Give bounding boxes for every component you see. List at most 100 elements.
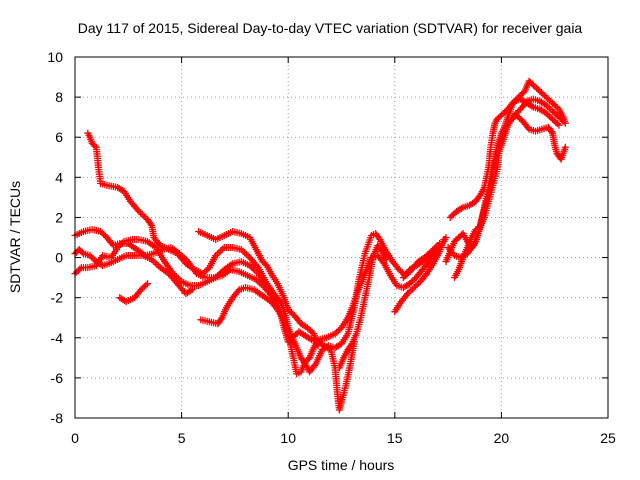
- data-point: [537, 89, 545, 97]
- data-point: [552, 110, 560, 118]
- data-point: [88, 253, 96, 261]
- data-point: [142, 281, 150, 289]
- axis-ticks: 0 5 10 15 20 25 -8 -6 -4 -2 0 2 4 6 8 10: [47, 49, 616, 446]
- data-point: [100, 230, 108, 238]
- data-point: [539, 90, 547, 98]
- data-point: [375, 234, 383, 242]
- data-point: [542, 93, 550, 101]
- y-tick-label: 8: [55, 89, 63, 105]
- data-point: [404, 290, 412, 298]
- y-tick-label: -8: [51, 410, 64, 426]
- data-point: [559, 117, 567, 125]
- data-point: [541, 92, 549, 100]
- data-point: [97, 227, 105, 235]
- data-point: [536, 87, 544, 95]
- x-axis-label: GPS time / hours: [288, 457, 395, 473]
- series-track-11: [450, 95, 567, 282]
- data-point: [413, 281, 421, 289]
- x-tick-label: 0: [71, 430, 79, 446]
- data-point: [143, 280, 151, 288]
- data-point: [292, 331, 300, 339]
- data-point: [407, 278, 415, 286]
- data-point: [288, 334, 296, 342]
- data-point: [545, 96, 553, 104]
- data-point: [542, 109, 550, 117]
- data-point: [217, 315, 225, 323]
- data-point: [518, 90, 526, 98]
- data-point: [512, 110, 520, 118]
- data-point: [287, 309, 295, 317]
- data-point: [499, 110, 507, 118]
- series-track-13: [335, 242, 390, 372]
- data-point: [544, 95, 552, 103]
- series-track-6: [195, 227, 322, 350]
- y-tick-label: 0: [55, 250, 63, 266]
- data-point: [533, 84, 541, 92]
- data-point: [544, 103, 552, 111]
- data-point: [552, 102, 560, 110]
- data-point: [529, 81, 537, 89]
- data-point: [410, 284, 418, 292]
- data-point: [311, 361, 319, 369]
- data-point: [73, 268, 81, 276]
- data-point: [555, 121, 563, 129]
- y-tick-label: -2: [51, 290, 64, 306]
- data-point: [542, 101, 550, 109]
- data-point: [336, 325, 344, 333]
- data-point: [86, 252, 94, 260]
- data-point: [531, 83, 539, 91]
- series-track-3: [71, 225, 358, 414]
- data-point: [253, 262, 261, 270]
- data-point: [442, 234, 450, 241]
- data-point: [382, 256, 390, 264]
- data-point: [314, 342, 322, 350]
- data-point: [497, 111, 505, 119]
- data-point: [91, 142, 99, 150]
- y-tick-label: 2: [55, 209, 63, 225]
- data-point: [147, 220, 155, 228]
- data-point: [433, 246, 441, 254]
- data-point: [519, 89, 527, 97]
- data-point: [290, 332, 298, 340]
- data-point: [550, 101, 558, 109]
- y-tick-label: 4: [55, 169, 63, 185]
- data-point: [280, 316, 288, 324]
- data-point: [549, 99, 557, 107]
- data-point: [422, 271, 430, 279]
- data-point: [76, 265, 84, 273]
- data-point: [89, 255, 97, 263]
- series-track-5: [116, 280, 151, 306]
- data-point: [446, 213, 454, 221]
- data-point: [333, 328, 341, 336]
- data-point: [553, 120, 561, 128]
- data-point: [549, 107, 557, 115]
- y-tick-label: 10: [47, 49, 63, 65]
- data-point: [408, 285, 416, 293]
- data-point: [134, 206, 142, 214]
- data-point: [395, 266, 403, 274]
- data-point: [406, 280, 414, 288]
- data-point: [305, 325, 313, 333]
- data-point: [547, 98, 555, 106]
- series-track-14: [399, 234, 450, 282]
- data-point: [534, 86, 542, 94]
- data-point: [550, 117, 558, 125]
- data-point: [561, 143, 569, 151]
- data-point: [303, 324, 311, 332]
- data-point: [331, 330, 339, 338]
- data-point: [308, 328, 316, 336]
- data-point: [528, 102, 536, 110]
- data-point: [547, 106, 555, 114]
- y-axis-label: SDTVAR / TECUs: [7, 181, 23, 293]
- data-point: [436, 243, 444, 251]
- data-point: [272, 304, 280, 312]
- data-point: [513, 108, 521, 116]
- series-track-12: [446, 95, 563, 221]
- x-tick-label: 5: [178, 430, 186, 446]
- data-point: [204, 265, 212, 273]
- x-tick-label: 20: [494, 430, 510, 446]
- data-point: [412, 282, 420, 290]
- data-point: [544, 111, 552, 119]
